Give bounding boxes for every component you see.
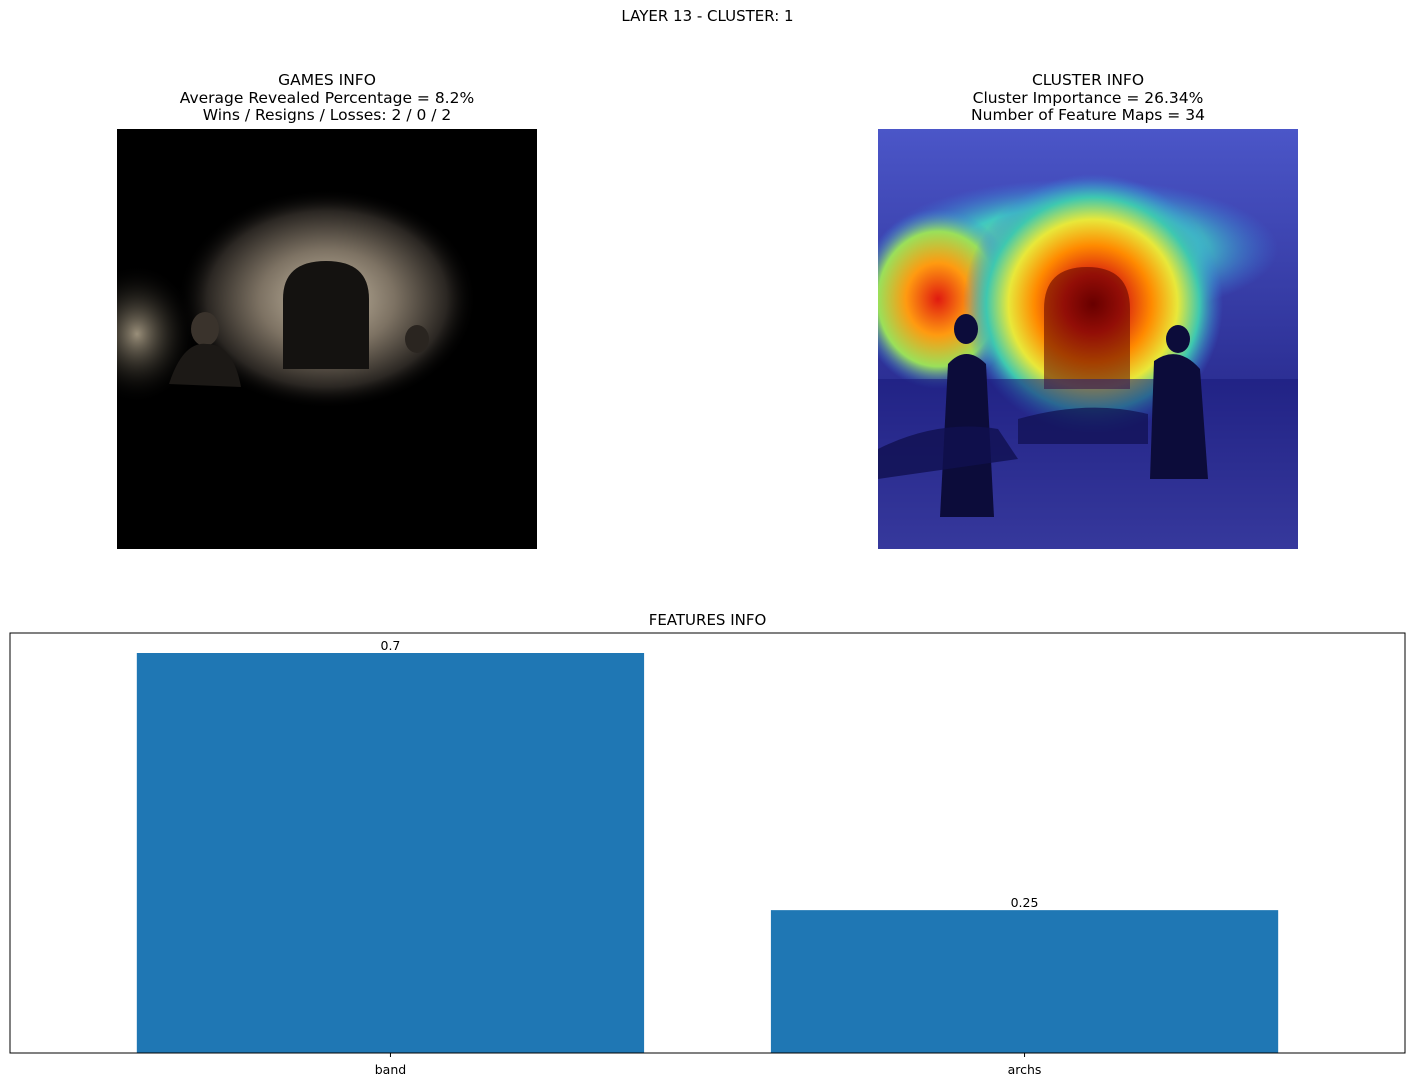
- features-info-title: FEATURES INFO: [648, 611, 767, 629]
- x-tick-label-archs: archs: [1008, 1062, 1042, 1077]
- cluster-heatmap-graphic: [878, 129, 1298, 549]
- revealed-region-image: [117, 129, 537, 549]
- bar-band: [136, 653, 645, 1053]
- cluster-importance: Cluster Importance = 26.34%: [972, 88, 1204, 107]
- games-info-heading: GAMES INFO: [278, 71, 376, 89]
- cluster-info-heading: CLUSTER INFO: [1031, 71, 1145, 89]
- x-ticks-layer: band archs: [375, 1053, 1042, 1077]
- wins-resigns-losses: Wins / Resigns / Losses: 2 / 0 / 2: [202, 106, 452, 124]
- games-info-title-block: GAMES INFO Average Revealed Percentage =…: [67, 71, 587, 125]
- figure-suptitle: LAYER 13 - CLUSTER: 1: [621, 7, 794, 25]
- chart-axes-frame: [9, 632, 1406, 1054]
- value-labels-layer: 0.7 0.25: [381, 638, 1039, 910]
- cluster-heatmap-image: [878, 129, 1298, 549]
- feature-map-count: Number of Feature Maps = 34: [971, 106, 1205, 124]
- x-tick-label-band: band: [375, 1062, 406, 1077]
- average-revealed-percentage: Average Revealed Percentage = 8.2%: [179, 88, 475, 107]
- revealed-region-graphic: [117, 129, 537, 549]
- bar-value-label-archs: 0.25: [1011, 895, 1039, 910]
- bar-archs: [770, 910, 1279, 1053]
- bars-layer: [136, 653, 1279, 1053]
- bar-value-label-band: 0.7: [381, 638, 401, 653]
- cluster-info-title-block: CLUSTER INFO Cluster Importance = 26.34%…: [828, 71, 1348, 125]
